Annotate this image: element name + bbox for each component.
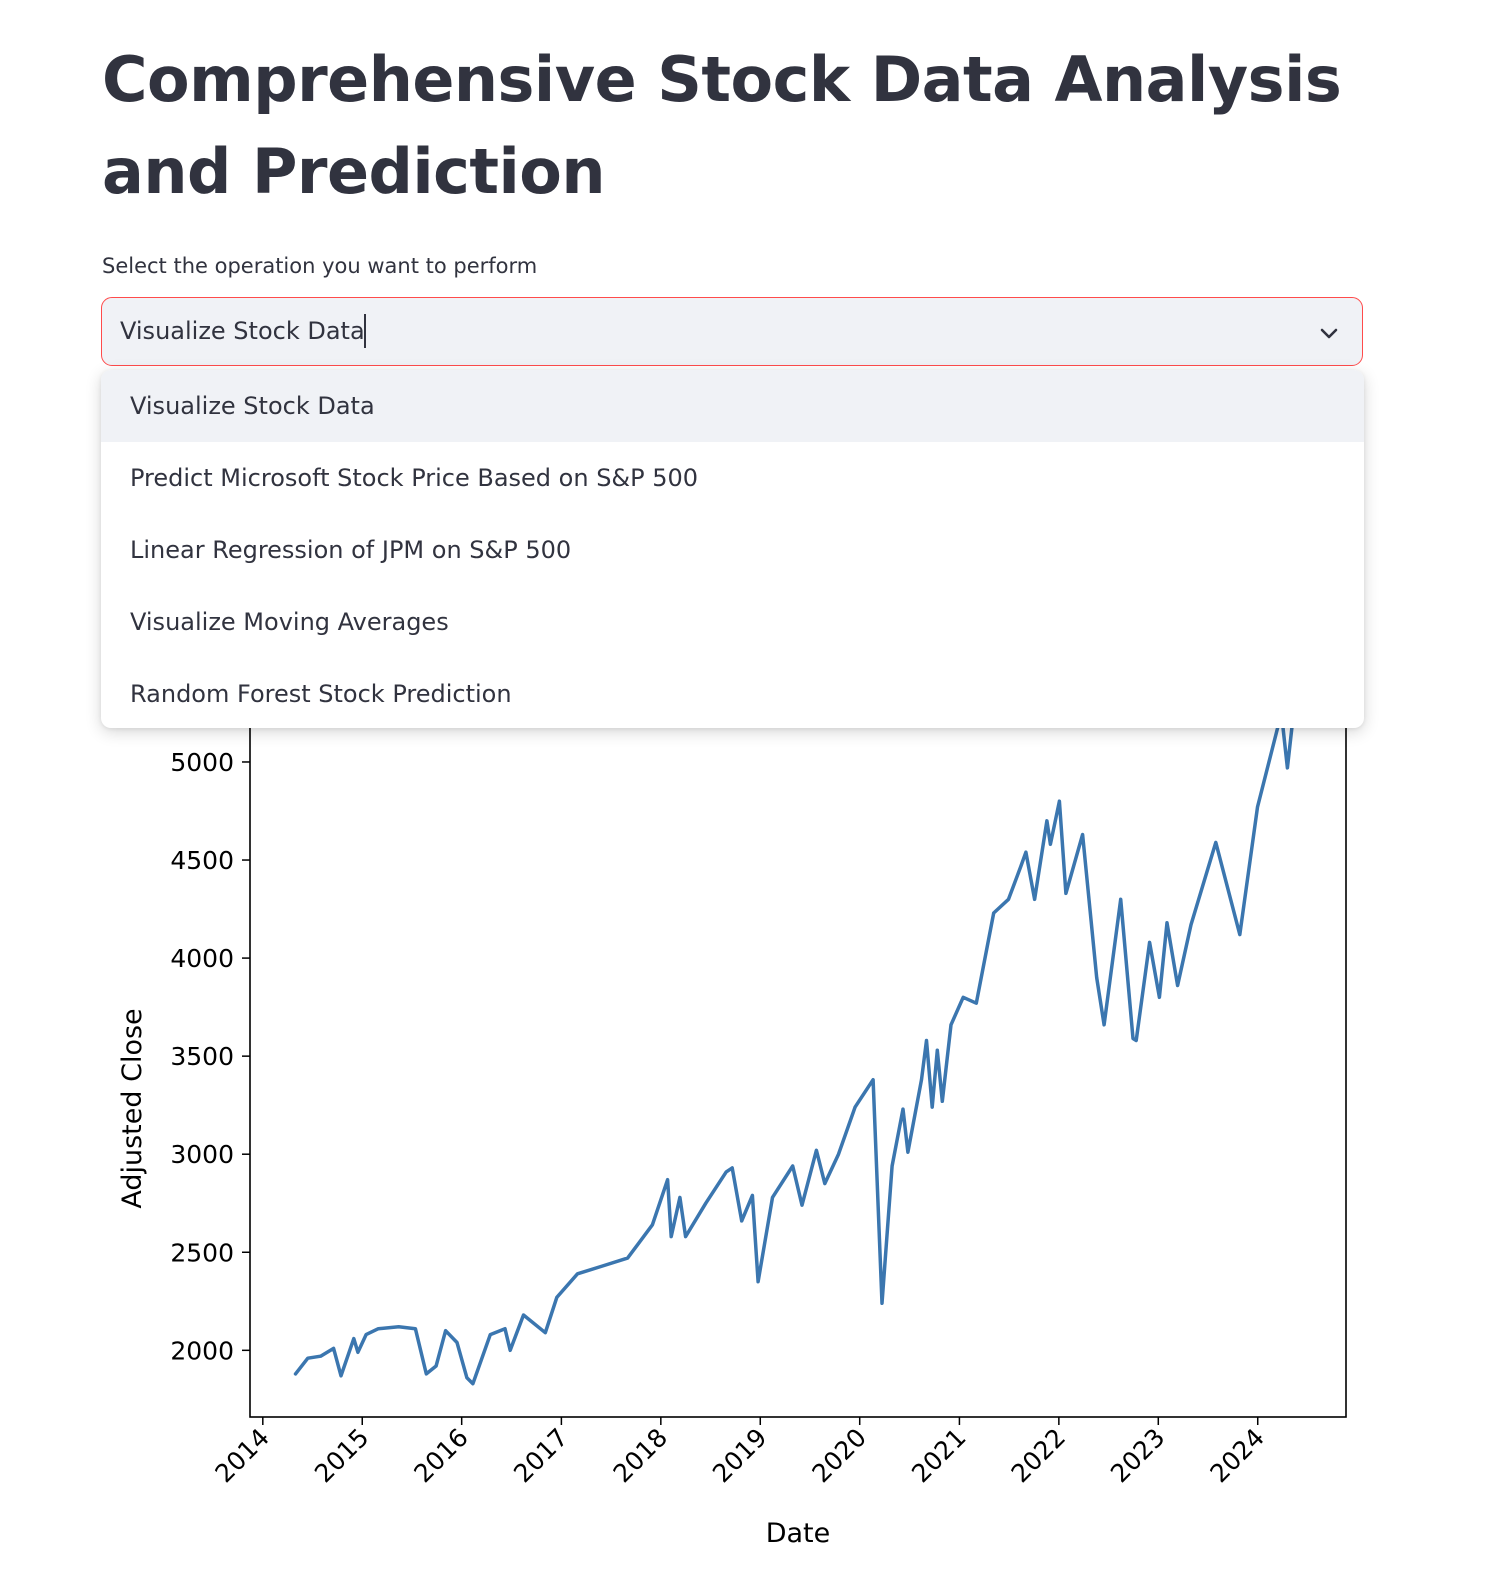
plot-frame — [249, 659, 1347, 1418]
option-random-forest[interactable]: Random Forest Stock Prediction — [130, 680, 512, 708]
x-tick-label: 2024 — [1204, 1423, 1269, 1488]
page-title: Comprehensive Stock Data Analysis and Pr… — [102, 43, 1342, 208]
select-value[interactable]: Visualize Stock Data — [120, 317, 365, 345]
y-tick-label: 3000 — [170, 1140, 234, 1169]
option-linear-regression-jpm[interactable]: Linear Regression of JPM on S&P 500 — [130, 536, 572, 564]
operation-select[interactable]: Visualize Stock Data — [101, 297, 1363, 366]
option-visualize-stock-data[interactable]: Visualize Stock Data — [101, 370, 1364, 442]
x-tick-label: 2014 — [210, 1423, 275, 1488]
x-tick-label: 2018 — [608, 1423, 673, 1488]
y-tick-label: 2500 — [170, 1238, 234, 1267]
y-tick-label: 3500 — [170, 1042, 234, 1071]
price-series-line — [293, 711, 1295, 1386]
x-tick-label: 2021 — [906, 1423, 971, 1488]
text-caret — [364, 314, 366, 348]
y-tick-label: 2000 — [170, 1336, 234, 1365]
x-tick-label: 2015 — [309, 1423, 374, 1488]
select-label: Select the operation you want to perform — [102, 254, 538, 278]
option-predict-microsoft[interactable]: Predict Microsoft Stock Price Based on S… — [130, 464, 699, 492]
y-tick-label: 5000 — [170, 748, 234, 777]
x-tick-label: 2023 — [1105, 1423, 1170, 1488]
x-tick-label: 2019 — [707, 1423, 772, 1488]
x-tick-label: 2017 — [508, 1423, 573, 1488]
y-tick-label: 4500 — [170, 846, 234, 875]
y-tick-label: 4000 — [170, 944, 234, 973]
option-moving-averages[interactable]: Visualize Moving Averages — [130, 608, 449, 636]
chevron-down-icon[interactable] — [1318, 322, 1340, 348]
operation-dropdown-menu: Visualize Stock Data Predict Microsoft S… — [101, 370, 1364, 728]
x-axis-label: Date — [766, 1518, 831, 1549]
x-tick-label: 2016 — [408, 1423, 473, 1488]
x-tick-label: 2020 — [806, 1423, 871, 1488]
x-tick-label: 2022 — [1006, 1423, 1071, 1488]
y-axis-label: Adjusted Close — [117, 1008, 148, 1208]
